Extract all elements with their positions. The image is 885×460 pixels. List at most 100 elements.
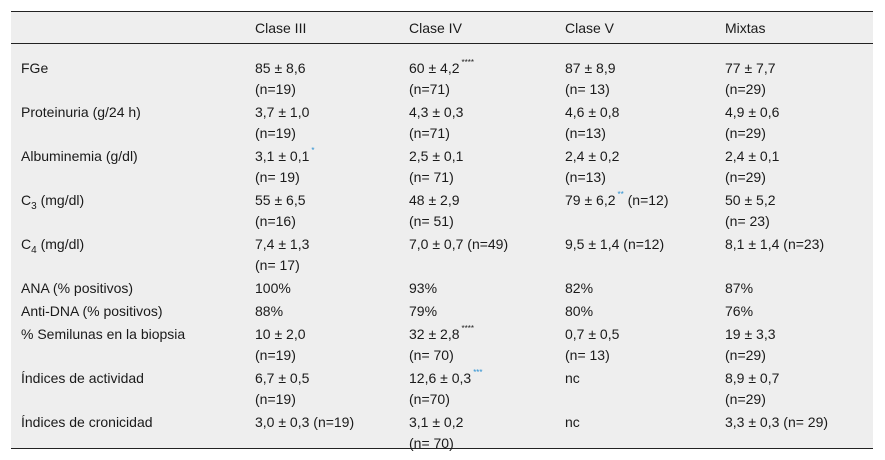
value-text: 77 ± 7,7 xyxy=(725,60,776,76)
row-label-unit: (mg/dl) xyxy=(36,236,85,252)
cell-value: 2,5 ± 0,1 xyxy=(409,146,565,167)
cell-count: (n= 71) xyxy=(409,169,454,185)
value-text: 7,4 ± 1,3 xyxy=(255,236,310,252)
cell-count: (n=29) xyxy=(725,391,766,407)
value-text: 79 ± 6,2 xyxy=(565,192,616,208)
table-cell: 3,1 ± 0,1 * (n= 19) xyxy=(255,146,409,190)
cell-count: (n= 17) xyxy=(255,257,300,273)
value-text: 2,4 ± 0,1 xyxy=(725,148,780,164)
cell-value: nc xyxy=(565,368,725,389)
table-row: Proteinuria (g/24 h) 3,7 ± 1,0 (n=19) 4,3 ±… xyxy=(11,102,873,146)
table-cell: 2,4 ± 0,1 (n=29) xyxy=(725,146,873,190)
row-label-unit: (mg/dl) xyxy=(36,192,85,208)
table-cell: 82% xyxy=(565,278,725,301)
significance-mark: ** xyxy=(617,190,624,200)
row-label: C3 (mg/dl) xyxy=(11,190,255,234)
value-text: 6,7 ± 0,5 xyxy=(255,370,310,386)
row-label: Proteinuria (g/24 h) xyxy=(21,104,141,120)
cell-count: (n=19) xyxy=(255,391,296,407)
table-cell: 7,0 ± 0,7 (n=49) xyxy=(409,234,565,278)
significance-mark: **** xyxy=(461,324,474,334)
cell-count: (n= 70) xyxy=(409,347,454,363)
cell-count: (n= 19) xyxy=(255,169,300,185)
header-cell-clase-v: Clase V xyxy=(565,20,615,36)
header-row: Clase III Clase IV Clase V Mixtas xyxy=(11,18,873,46)
row-label: Índices de actividad xyxy=(21,370,144,386)
table-cell: 7,4 ± 1,3 (n= 17) xyxy=(255,234,409,278)
table-cell: 79 ± 6,2 ** (n=12) xyxy=(565,190,725,234)
cell-value: 3,1 ± 0,1 * xyxy=(255,146,409,167)
cell-value: 8,1 ± 1,4 (n=23) xyxy=(725,234,873,255)
cell-count: (n= 70) xyxy=(409,435,454,451)
value-text: 93% xyxy=(409,280,438,296)
table-cell: 85 ± 8,6 (n=19) xyxy=(255,58,409,102)
cell-count: (n= 13) xyxy=(565,81,610,97)
header-rule xyxy=(11,43,873,44)
table-cell: 8,9 ± 0,7 (n=29) xyxy=(725,368,873,412)
cell-count: (n=19) xyxy=(255,81,296,97)
value-text: 100% xyxy=(255,280,291,296)
cell-value: 87% xyxy=(725,278,873,299)
value-text: 9,5 ± 1,4 (n=12) xyxy=(565,236,665,252)
table-cell: nc xyxy=(565,368,725,412)
cell-value: 9,5 ± 1,4 (n=12) xyxy=(565,234,725,255)
cell-count: (n=29) xyxy=(725,81,766,97)
header-cell-mixtas: Mixtas xyxy=(725,20,766,36)
cell-count: (n=13) xyxy=(565,125,606,141)
cell-value: 3,0 ± 0,3 (n=19) xyxy=(255,412,409,433)
value-text: 3,7 ± 1,0 xyxy=(255,104,310,120)
table-cell: 77 ± 7,7 (n=29) xyxy=(725,58,873,102)
table-row: Índices de cronicidad 3,0 ± 0,3 (n=19) 3,1… xyxy=(11,412,873,456)
cell-value: 93% xyxy=(409,278,565,299)
results-table: Clase III Clase IV Clase V Mixtas FGe 85 … xyxy=(11,18,873,456)
value-text: 3,3 ± 0,3 (n= 29) xyxy=(725,414,829,430)
significance-mark: *** xyxy=(473,368,483,378)
table-cell: 4,6 ± 0,8 (n=13) xyxy=(565,102,725,146)
row-label: ANA (% positivos) xyxy=(21,280,134,296)
table-cell: 8,1 ± 1,4 (n=23) xyxy=(725,234,873,278)
table-cell: 4,3 ± 0,3 (n=71) xyxy=(409,102,565,146)
spacer-cell xyxy=(409,46,565,58)
spacer-cell xyxy=(11,46,255,58)
row-label: Anti-DNA (% positivos) xyxy=(21,303,163,319)
value-text: 12,6 ± 0,3 xyxy=(409,370,472,386)
cell-value: 4,9 ± 0,6 xyxy=(725,102,873,123)
cell-count: (n=71) xyxy=(409,81,450,97)
cell-value: 4,6 ± 0,8 xyxy=(565,102,725,123)
cell-value: 3,3 ± 0,3 (n= 29) xyxy=(725,412,873,433)
value-text: 4,9 ± 0,6 xyxy=(725,104,780,120)
table-cell: 2,4 ± 0,2 (n=13) xyxy=(565,146,725,190)
header-cell-clase-iv: Clase IV xyxy=(409,20,462,36)
cell-value: 85 ± 8,6 xyxy=(255,58,409,79)
cell-value: 2,4 ± 0,2 xyxy=(565,146,725,167)
cell-value: 79 ± 6,2 ** (n=12) xyxy=(565,190,725,211)
cell-count: (n=29) xyxy=(725,169,766,185)
value-text: 85 ± 8,6 xyxy=(255,60,306,76)
table-cell: 32 ± 2,8 **** (n= 70) xyxy=(409,324,565,368)
table-row: C4 (mg/dl) 7,4 ± 1,3 (n= 17) 7,0 ± 0,7 (n=4… xyxy=(11,234,873,278)
spacer-row xyxy=(11,46,873,58)
value-text: 8,1 ± 1,4 (n=23) xyxy=(725,236,825,252)
row-label: FGe xyxy=(21,60,49,76)
table-cell: 3,1 ± 0,2 (n= 70) xyxy=(409,412,565,456)
value-text: 10 ± 2,0 xyxy=(255,326,306,342)
table-cell: 55 ± 6,5 (n=16) xyxy=(255,190,409,234)
value-text: 87% xyxy=(725,280,754,296)
cell-value: 19 ± 3,3 xyxy=(725,324,873,345)
cell-count: (n=16) xyxy=(255,213,296,229)
cell-value: 55 ± 6,5 xyxy=(255,190,409,211)
value-text: 76% xyxy=(725,303,754,319)
table-cell: 60 ± 4,2 **** (n=71) xyxy=(409,58,565,102)
cell-count: (n=19) xyxy=(255,125,296,141)
cell-value: 4,3 ± 0,3 xyxy=(409,102,565,123)
cell-count: (n= 51) xyxy=(409,213,454,229)
spacer-cell xyxy=(255,46,409,58)
value-text: 88% xyxy=(255,303,284,319)
cell-value: 80% xyxy=(565,301,725,322)
row-label: % Semilunas en la biopsia xyxy=(21,326,186,342)
table-row: ANA (% positivos) 100% 93% 82% 87% xyxy=(11,278,873,301)
cell-value: 77 ± 7,7 xyxy=(725,58,873,79)
table-row: Anti-DNA (% positivos) 88% 79% 80% 76% xyxy=(11,301,873,324)
top-rule xyxy=(11,11,873,12)
cell-count: (n=13) xyxy=(565,169,606,185)
